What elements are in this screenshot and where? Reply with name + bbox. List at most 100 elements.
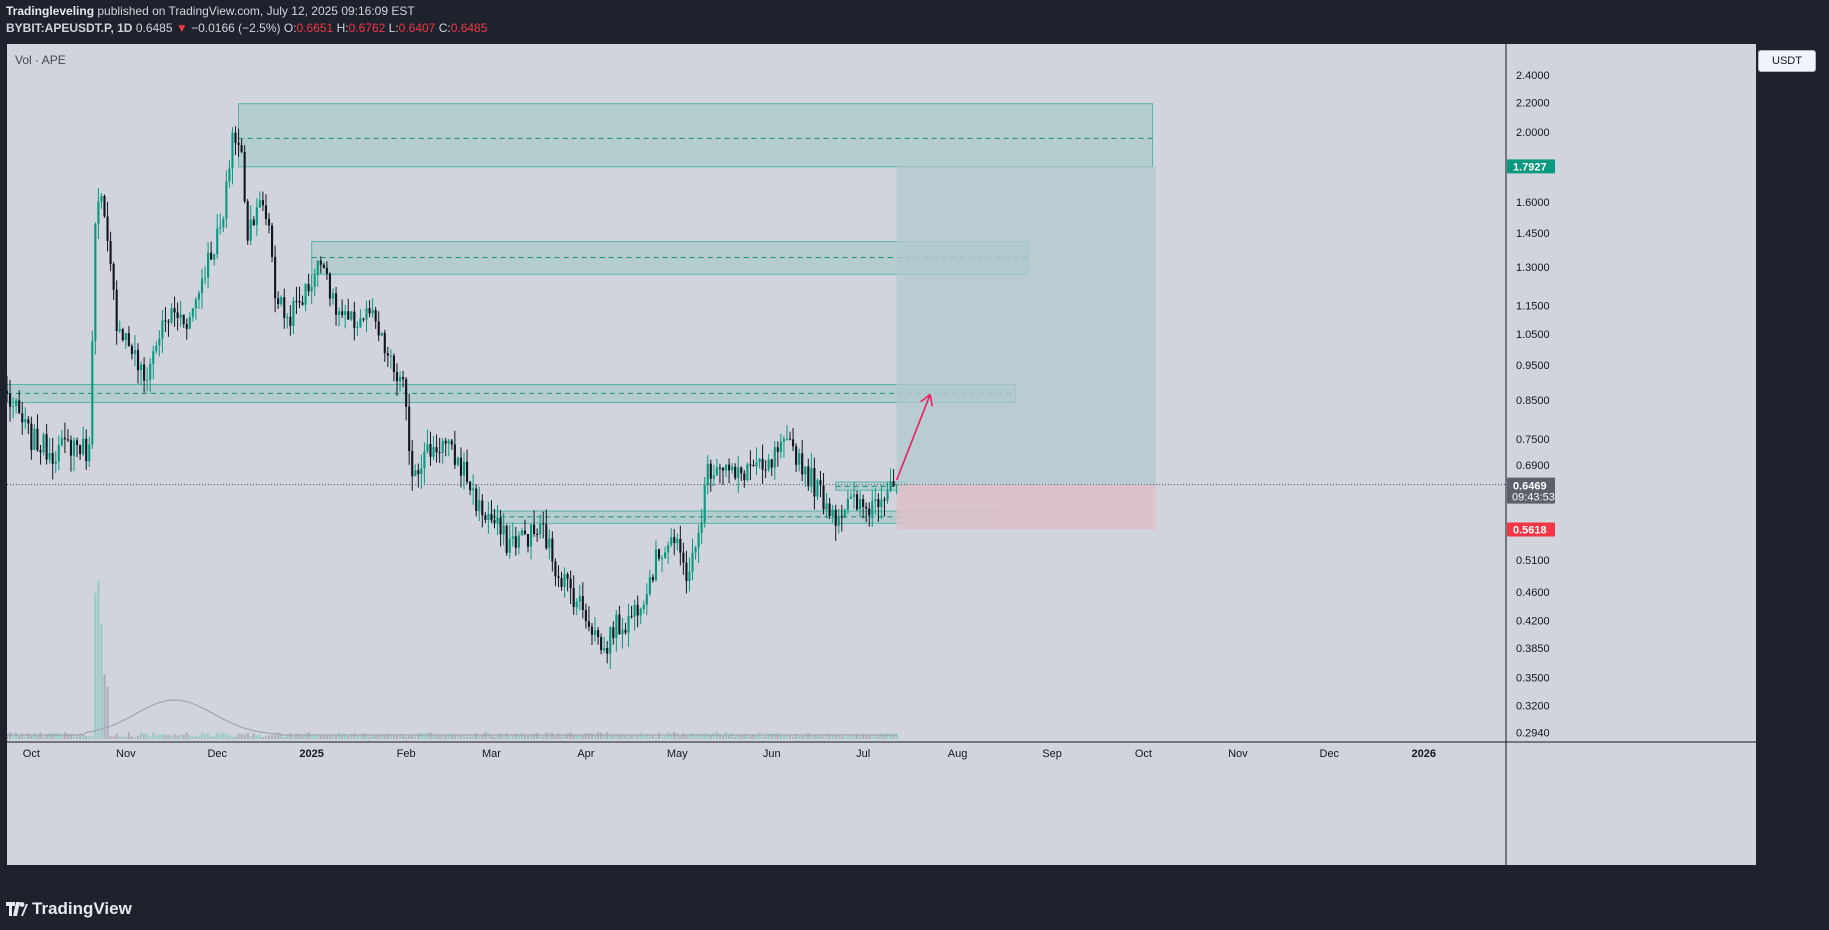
candle[interactable] <box>874 499 877 502</box>
candle[interactable] <box>456 457 459 465</box>
candle[interactable] <box>347 311 350 320</box>
candle[interactable] <box>667 545 670 553</box>
candle[interactable] <box>859 498 862 510</box>
candle[interactable] <box>264 205 268 219</box>
candle[interactable] <box>633 604 636 617</box>
candle[interactable] <box>392 355 396 373</box>
candle[interactable] <box>630 615 633 617</box>
candle[interactable] <box>63 437 66 440</box>
candle[interactable] <box>831 509 834 517</box>
candle[interactable] <box>194 299 197 309</box>
candle[interactable] <box>118 329 121 332</box>
candle[interactable] <box>249 219 252 241</box>
candle[interactable] <box>600 637 603 651</box>
candle[interactable] <box>417 470 420 475</box>
candle[interactable] <box>575 601 578 608</box>
stop-zone[interactable] <box>896 484 1156 530</box>
candle[interactable] <box>88 444 91 462</box>
candle[interactable] <box>752 464 755 467</box>
candle[interactable] <box>255 207 258 225</box>
candle[interactable] <box>283 297 286 318</box>
candle[interactable] <box>383 332 386 354</box>
candle[interactable] <box>798 453 801 465</box>
candle[interactable] <box>322 264 325 268</box>
candle[interactable] <box>243 152 246 202</box>
zone-rect-0[interactable] <box>238 103 1154 168</box>
candle[interactable] <box>365 308 368 320</box>
candle[interactable] <box>228 168 231 182</box>
candle[interactable] <box>670 537 673 546</box>
candle[interactable] <box>654 549 658 581</box>
candle[interactable] <box>597 630 600 638</box>
candle[interactable] <box>170 308 173 323</box>
candle[interactable] <box>426 444 429 452</box>
candle[interactable] <box>179 314 182 318</box>
candle[interactable] <box>331 293 335 299</box>
candle[interactable] <box>743 473 746 481</box>
candle[interactable] <box>791 439 795 447</box>
candle[interactable] <box>746 464 749 481</box>
candle[interactable] <box>402 377 405 380</box>
candle[interactable] <box>91 340 94 445</box>
candle[interactable] <box>581 596 584 611</box>
candle[interactable] <box>438 452 441 454</box>
candle[interactable] <box>398 377 402 382</box>
candle[interactable] <box>517 535 520 548</box>
candle[interactable] <box>304 283 307 305</box>
candle[interactable] <box>846 498 849 510</box>
candle[interactable] <box>271 225 274 257</box>
volume-indicator-label[interactable]: Vol · APE <box>15 53 66 67</box>
candle[interactable] <box>203 277 207 279</box>
candle[interactable] <box>673 537 676 544</box>
candle[interactable] <box>578 596 581 602</box>
candle[interactable] <box>124 333 127 341</box>
candle[interactable] <box>529 524 533 547</box>
candle[interactable] <box>51 452 54 464</box>
candle[interactable] <box>57 445 60 462</box>
candle[interactable] <box>685 562 688 582</box>
candle[interactable] <box>310 286 313 292</box>
candle[interactable] <box>551 538 554 562</box>
candle[interactable] <box>691 552 694 572</box>
candle[interactable] <box>213 254 216 260</box>
candle[interactable] <box>563 574 566 587</box>
candle[interactable] <box>161 320 164 339</box>
candle[interactable] <box>112 264 115 290</box>
candle[interactable] <box>222 219 225 228</box>
candle[interactable] <box>740 467 743 474</box>
candle[interactable] <box>27 419 30 424</box>
candle[interactable] <box>840 516 843 518</box>
candle[interactable] <box>173 308 176 313</box>
candle[interactable] <box>33 428 36 450</box>
candle[interactable] <box>889 481 892 491</box>
candle[interactable] <box>688 571 691 582</box>
candle[interactable] <box>697 532 700 548</box>
candle[interactable] <box>39 450 42 453</box>
candle[interactable] <box>353 311 356 328</box>
chart-area[interactable]: 2.4000 2.2000 2.0000 1.6000 1.4500 1.3000 1.15… <box>7 44 1756 865</box>
candle[interactable] <box>152 351 155 364</box>
candle[interactable] <box>490 514 493 521</box>
candle[interactable] <box>865 506 868 509</box>
candle[interactable] <box>773 447 776 468</box>
candle[interactable] <box>505 525 508 553</box>
candle[interactable] <box>539 523 542 535</box>
candle[interactable] <box>191 308 194 317</box>
candle[interactable] <box>319 260 322 265</box>
candle[interactable] <box>155 345 158 352</box>
candle[interactable] <box>261 200 264 206</box>
candle[interactable] <box>42 434 45 453</box>
candle[interactable] <box>395 372 399 382</box>
candle[interactable] <box>536 533 539 535</box>
candle[interactable] <box>15 400 18 406</box>
candle[interactable] <box>618 614 621 635</box>
price-chart[interactable]: 2.4000 2.2000 2.0000 1.6000 1.4500 1.3000 1.15… <box>7 44 1756 865</box>
candle[interactable] <box>237 142 240 146</box>
candle[interactable] <box>560 578 563 587</box>
candle[interactable] <box>569 578 572 589</box>
candle[interactable] <box>514 536 517 548</box>
price-badge-target[interactable] <box>1507 159 1555 174</box>
candle[interactable] <box>252 219 255 225</box>
candle[interactable] <box>822 485 825 510</box>
candle[interactable] <box>465 461 469 482</box>
